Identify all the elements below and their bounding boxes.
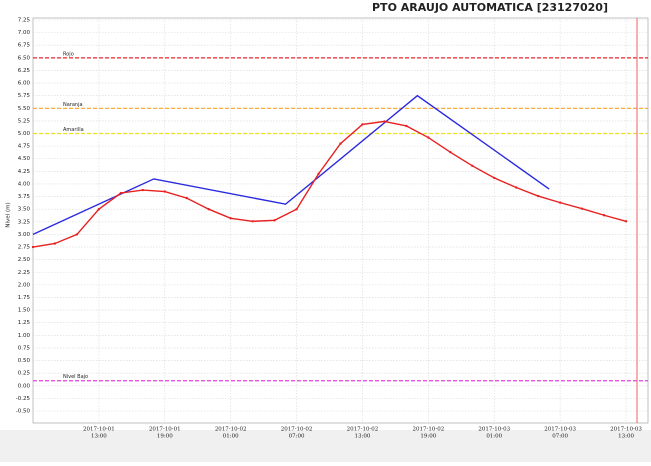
series-marker (97, 207, 101, 211)
y-tick-label: 0.00 (18, 383, 31, 389)
y-tick-label: 3.25 (18, 219, 31, 225)
series-line (32, 94, 550, 236)
y-tick-label: 5.00 (18, 131, 31, 137)
series-marker (295, 207, 298, 211)
y-tick-label: 1.00 (18, 333, 31, 339)
chart-title: PTO ARAUJO AUTOMATICA [23127020] (372, 1, 608, 14)
series-marker (580, 207, 584, 210)
series-marker (75, 233, 79, 236)
y-tick-label: 3.00 (18, 232, 31, 238)
series-marker (229, 217, 232, 220)
series-marker (405, 124, 408, 128)
x-tick-label: 07:00 (552, 434, 568, 440)
series-marker (339, 142, 342, 145)
y-tick-label: 1.75 (18, 295, 31, 301)
x-tick-label: 01:00 (223, 434, 239, 440)
x-tick-label: 2017-10-02 (347, 427, 379, 433)
y-tick-label: 2.50 (18, 257, 31, 263)
y-tick-label: 6.25 (18, 68, 31, 74)
y-tick-label: 4.25 (18, 169, 31, 175)
x-tick-label: 2017-10-02 (412, 427, 444, 433)
y-tick-label: 4.50 (18, 156, 31, 162)
y-tick-label: -0.25 (16, 396, 31, 402)
y-tick-label: 1.25 (18, 320, 31, 326)
series-marker (515, 186, 518, 189)
x-tick-label: 07:00 (289, 434, 305, 440)
threshold-label: Amarilla (63, 127, 84, 133)
series-marker (141, 188, 145, 192)
y-tick-label: 6.00 (18, 81, 31, 87)
y-tick-label: 5.50 (18, 106, 31, 112)
y-tick-label: 2.25 (18, 270, 31, 276)
y-tick-label: 6.50 (18, 55, 31, 61)
x-tick-label: 2017-10-01 (83, 427, 115, 433)
y-tick-label: 0.75 (18, 345, 31, 351)
x-tick-label: 19:00 (420, 434, 436, 440)
y-tick-label: 2.75 (18, 245, 31, 251)
series-marker (558, 201, 562, 204)
x-tick-label: 2017-10-03 (610, 427, 642, 433)
x-tick-label: 2017-10-02 (281, 427, 313, 433)
y-tick-label: 0.50 (18, 358, 31, 364)
series-marker (536, 194, 540, 198)
y-tick-label: -0.50 (16, 409, 31, 415)
series-marker (383, 120, 386, 123)
y-tick-label: 5.25 (18, 118, 31, 124)
y-tick-label: 4.75 (18, 144, 31, 150)
x-tick-label: 01:00 (486, 434, 502, 440)
series-marker (185, 196, 188, 200)
series-marker (53, 242, 57, 245)
series-marker (163, 190, 166, 193)
x-tick-label: 13:00 (355, 434, 371, 440)
x-tick-label: 2017-10-01 (149, 427, 181, 433)
x-tick-label: 2017-10-02 (215, 427, 247, 433)
series-marker (493, 176, 496, 180)
threshold-label: Nivel Bajo (63, 374, 88, 380)
series-marker (31, 245, 35, 249)
series-marker (602, 214, 606, 217)
plot-area (32, 17, 649, 424)
y-tick-label: 3.50 (18, 207, 31, 213)
series-marker (427, 136, 430, 139)
series-marker (361, 123, 364, 126)
y-tick-label: 5.75 (18, 93, 31, 99)
x-tick-label: 2017-10-03 (478, 427, 510, 433)
x-tick-label: 13:00 (91, 434, 107, 440)
x-tick-label: 19:00 (157, 434, 173, 440)
footer-bar (0, 430, 651, 462)
threshold-label: Naranja (63, 102, 83, 108)
y-tick-label: 6.75 (18, 43, 31, 49)
series-marker (119, 191, 123, 195)
y-tick-label: 2.00 (18, 282, 31, 288)
y-tick-label: 0.25 (18, 371, 31, 377)
y-tick-label: 7.00 (18, 30, 31, 36)
series-marker (273, 219, 276, 222)
y-tick-label: 7.25 (18, 18, 31, 24)
series-marker (317, 172, 320, 176)
x-tick-label: 13:00 (618, 434, 634, 440)
series-marker (624, 220, 628, 223)
y-tick-label: 1.50 (18, 308, 31, 314)
series-line (32, 120, 627, 248)
y-tick-label: 4.00 (18, 181, 31, 187)
series-marker (471, 164, 474, 168)
series-marker (207, 207, 210, 211)
series-marker (251, 220, 254, 223)
threshold-label: Rojo (63, 51, 74, 57)
y-tick-label: 3.75 (18, 194, 31, 200)
series-marker (449, 150, 452, 154)
y-axis-label: Nivel (m) (6, 202, 12, 227)
x-tick-label: 2017-10-03 (544, 427, 576, 433)
